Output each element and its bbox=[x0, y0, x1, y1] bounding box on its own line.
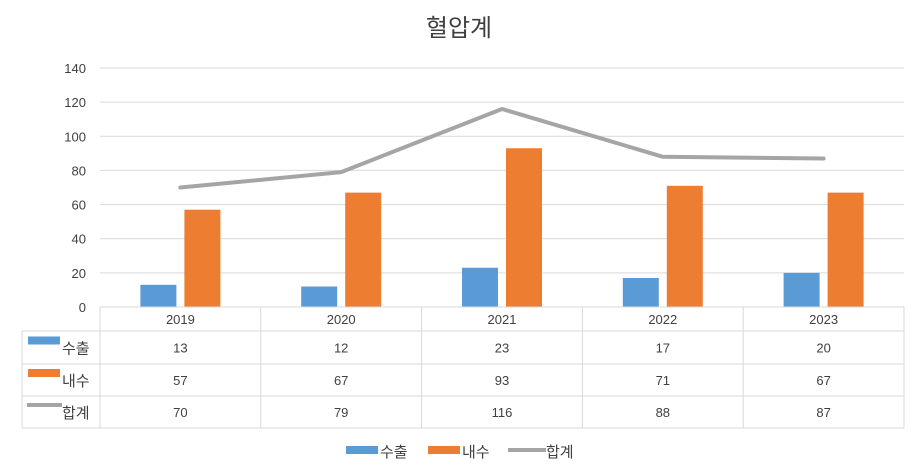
y-tick-label: 20 bbox=[72, 266, 86, 281]
y-tick-label: 40 bbox=[72, 232, 86, 247]
table-header-cell: 2020 bbox=[327, 312, 356, 327]
bar bbox=[827, 192, 864, 307]
table-header-cell: 2019 bbox=[166, 312, 195, 327]
gridlines bbox=[100, 67, 904, 308]
bar bbox=[301, 286, 338, 307]
row-legend-key bbox=[28, 336, 60, 345]
line-series bbox=[178, 106, 826, 190]
chart-title: 혈압계 bbox=[425, 15, 493, 42]
table-cell: 116 bbox=[492, 405, 513, 420]
bar bbox=[783, 272, 820, 307]
bar bbox=[506, 148, 542, 307]
bar bbox=[622, 277, 659, 307]
y-tick-label: 140 bbox=[64, 61, 86, 76]
legend: 수출 내수 합계 bbox=[346, 443, 574, 461]
table-row-label: 수출 bbox=[62, 340, 90, 358]
legend-label: 합계 bbox=[546, 443, 574, 461]
bars bbox=[140, 148, 864, 307]
legend-label: 수출 bbox=[380, 443, 408, 461]
y-tick-label: 100 bbox=[64, 129, 86, 144]
table-header-cell: 2022 bbox=[648, 312, 677, 327]
legend-swatch bbox=[346, 446, 378, 454]
table-cell: 93 bbox=[495, 373, 509, 388]
table-cell: 23 bbox=[495, 341, 509, 356]
table-cell: 79 bbox=[334, 405, 348, 420]
y-tick-label: 120 bbox=[64, 95, 86, 110]
total-line bbox=[178, 106, 826, 190]
y-axis-ticks: 0 20 40 60 80 100 120 140 bbox=[64, 61, 86, 315]
table-cell: 12 bbox=[334, 341, 348, 356]
bar bbox=[666, 185, 703, 307]
data-table: 2019 2020 2021 2022 2023 수출 13 12 23 17 20 내수 57 67 93… bbox=[21, 306, 905, 429]
y-tick-label: 80 bbox=[72, 163, 86, 178]
bar bbox=[345, 192, 382, 307]
legend-label: 내수 bbox=[462, 443, 490, 461]
bar bbox=[140, 284, 177, 307]
y-tick-label: 60 bbox=[72, 198, 86, 213]
table-cell: 67 bbox=[334, 373, 348, 388]
table-cell: 67 bbox=[816, 373, 830, 388]
table-row-label: 내수 bbox=[62, 372, 90, 390]
table-row-label: 합계 bbox=[62, 404, 90, 422]
table-cell: 20 bbox=[816, 341, 830, 356]
legend-swatch bbox=[428, 446, 460, 454]
bar bbox=[184, 209, 221, 307]
table-cell: 71 bbox=[656, 373, 670, 388]
table-cell: 17 bbox=[656, 341, 670, 356]
row-legend-key bbox=[28, 369, 60, 377]
table-cell: 57 bbox=[173, 373, 187, 388]
y-tick-label: 0 bbox=[79, 300, 86, 315]
table-cell: 13 bbox=[173, 341, 187, 356]
table-cell: 87 bbox=[816, 405, 830, 420]
table-header-cell: 2021 bbox=[488, 312, 517, 327]
bar bbox=[462, 267, 498, 307]
table-header-cell: 2023 bbox=[809, 312, 838, 327]
table-cell: 70 bbox=[173, 405, 187, 420]
table-cell: 88 bbox=[656, 405, 670, 420]
